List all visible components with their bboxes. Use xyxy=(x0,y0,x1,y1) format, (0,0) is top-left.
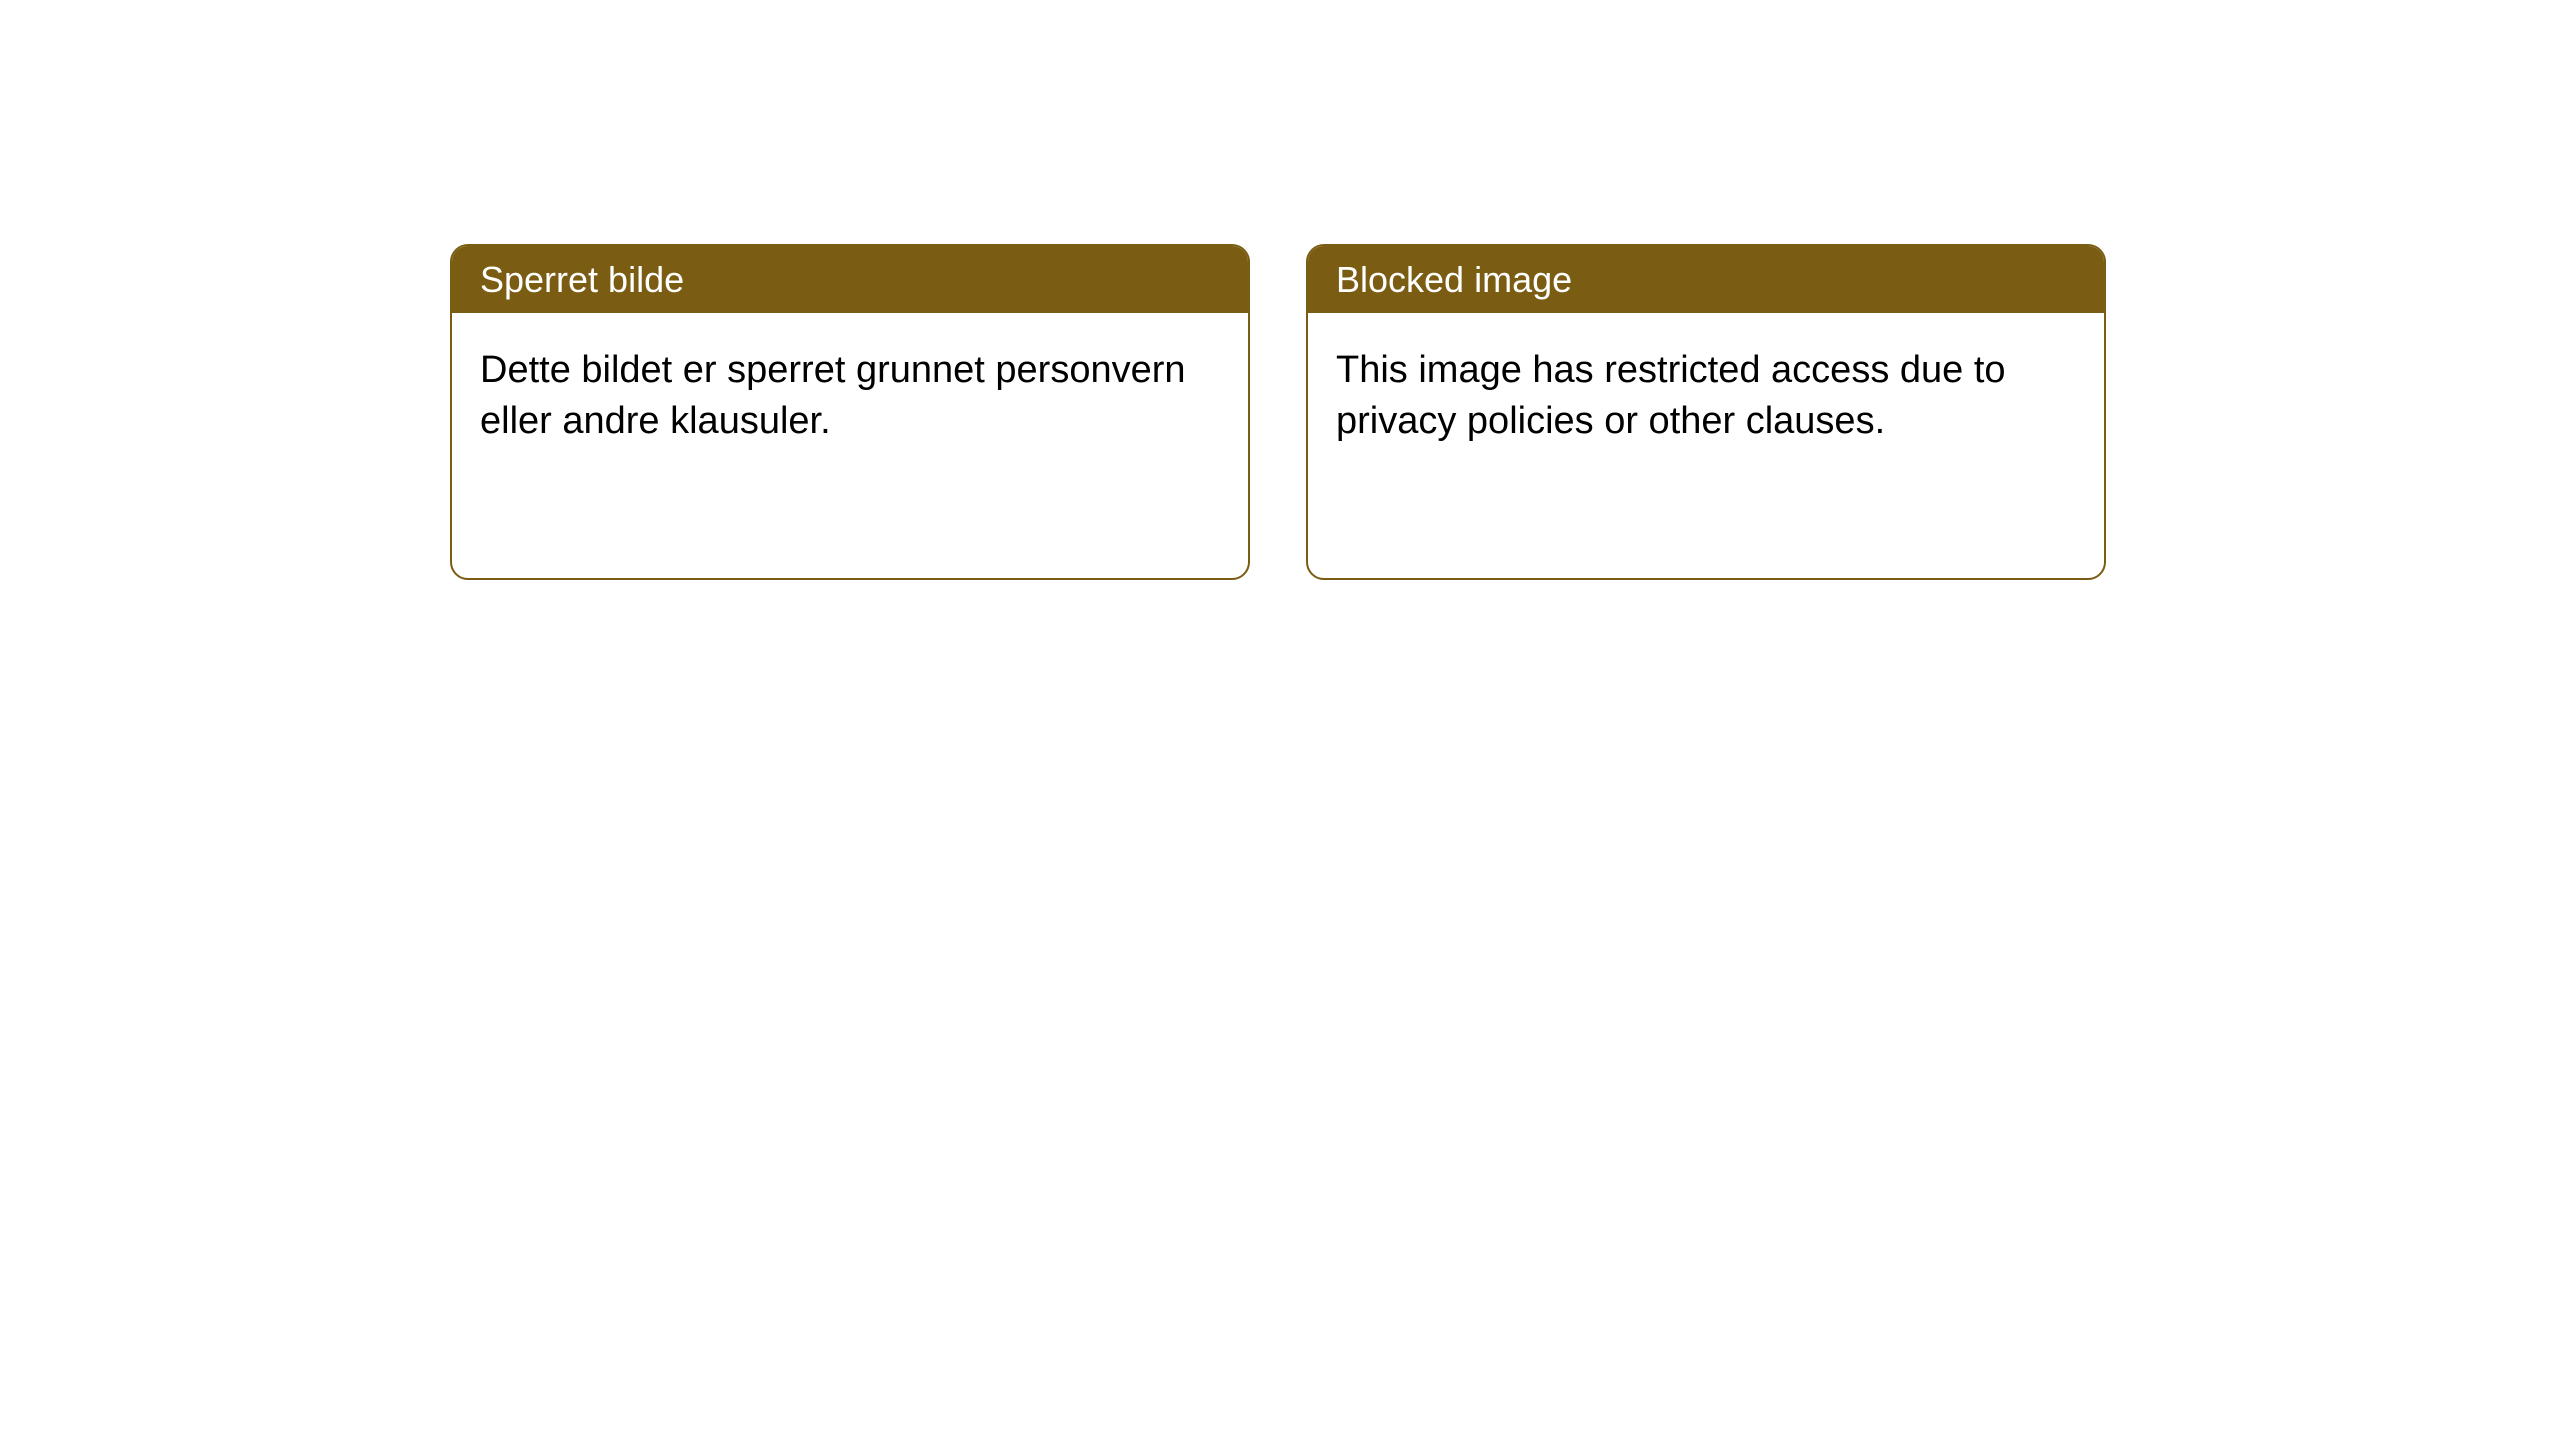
notice-card-norwegian: Sperret bilde Dette bildet er sperret gr… xyxy=(450,244,1250,580)
notice-title-english: Blocked image xyxy=(1308,246,2104,313)
notice-card-english: Blocked image This image has restricted … xyxy=(1306,244,2106,580)
notice-container: Sperret bilde Dette bildet er sperret gr… xyxy=(450,244,2106,580)
notice-title-norwegian: Sperret bilde xyxy=(452,246,1248,313)
notice-body-english: This image has restricted access due to … xyxy=(1308,313,2104,480)
notice-body-norwegian: Dette bildet er sperret grunnet personve… xyxy=(452,313,1248,480)
